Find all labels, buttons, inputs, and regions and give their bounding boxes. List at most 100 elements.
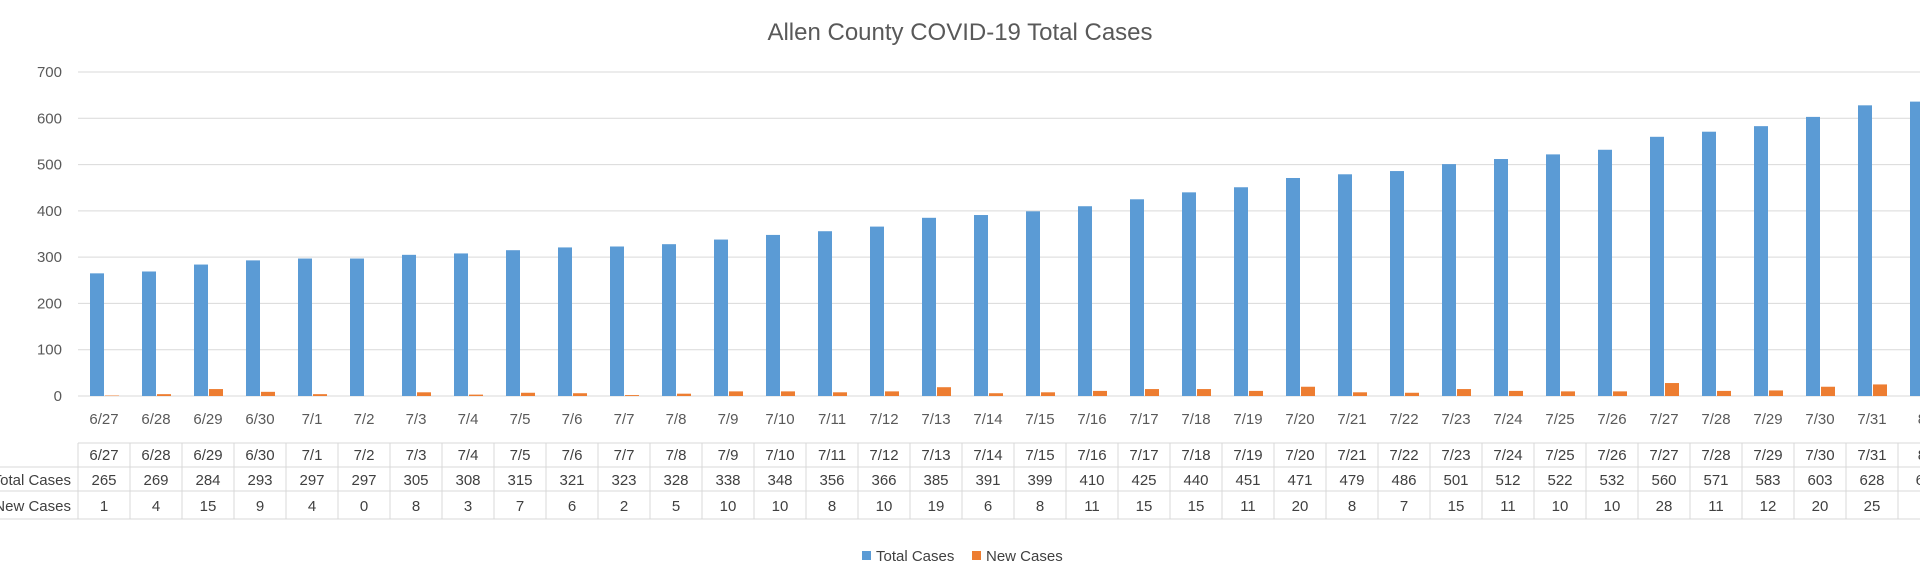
- table-cell-total: 308: [455, 472, 480, 489]
- y-tick-label: 600: [37, 110, 62, 127]
- bar-total-cases: [1286, 177, 1300, 396]
- bar-total-cases: [1078, 206, 1092, 396]
- table-header-cell: 7/6: [562, 447, 583, 464]
- x-tick-label: 7/20: [1285, 411, 1314, 428]
- y-tick-label: 100: [37, 342, 62, 359]
- table-cell-total: 338: [715, 472, 740, 489]
- table-cell-total: 399: [1027, 472, 1052, 489]
- table-cell-new: 11: [1708, 498, 1724, 515]
- bar-new-cases: [677, 393, 691, 396]
- x-tick-label: 7/13: [921, 411, 950, 428]
- x-tick-label: 7/15: [1025, 411, 1054, 428]
- chart-title: Allen County COVID-19 Total Cases: [767, 19, 1152, 46]
- table-cell-new: 15: [200, 498, 217, 515]
- table-header-cell: 7/24: [1493, 447, 1522, 464]
- bar-total-cases: [1754, 126, 1768, 396]
- table-cell-new: 8: [828, 498, 836, 515]
- bar-new-cases: [1873, 384, 1887, 396]
- x-tick-label: 7/19: [1233, 411, 1262, 428]
- x-tick-label: 7/30: [1805, 411, 1834, 428]
- bar-total-cases: [1546, 154, 1560, 396]
- bars: [90, 101, 1920, 397]
- y-tick-label: 300: [37, 249, 62, 266]
- bar-new-cases: [1821, 386, 1835, 396]
- table-cell-new: 3: [464, 498, 472, 515]
- bar-new-cases: [1145, 389, 1159, 396]
- table-header-cell: 7/5: [510, 447, 531, 464]
- table-cell-new: 19: [928, 498, 945, 515]
- table-header-cell: 7/9: [718, 447, 739, 464]
- bar-new-cases: [1561, 391, 1575, 396]
- table-header-cell: 7/25: [1545, 447, 1574, 464]
- x-tick-label: 7/1: [302, 411, 323, 428]
- bar-new-cases: [1769, 390, 1783, 396]
- bar-total-cases: [454, 253, 468, 396]
- table-cell-new: 15: [1188, 498, 1205, 515]
- table-cell-new: 11: [1500, 498, 1516, 515]
- table-header-cell: 7/15: [1025, 447, 1054, 464]
- table-header-cell: 7/28: [1701, 447, 1730, 464]
- bar-new-cases: [833, 392, 847, 396]
- bar-total-cases: [90, 273, 104, 396]
- table-cell-new: 5: [672, 498, 680, 515]
- table-cell-total: 501: [1443, 472, 1468, 489]
- bar-new-cases: [1665, 383, 1679, 396]
- bar-new-cases: [1093, 390, 1107, 396]
- table-cell-total: 315: [507, 472, 532, 489]
- table-cell-new: 6: [568, 498, 576, 515]
- bar-new-cases: [313, 394, 327, 396]
- bar-total-cases: [1598, 149, 1612, 396]
- table-cell-new: 4: [308, 498, 316, 515]
- table-cell-total: 451: [1235, 472, 1260, 489]
- table-cell-total: 532: [1599, 472, 1624, 489]
- bar-total-cases: [194, 264, 208, 396]
- x-tick-label: 6/30: [245, 411, 274, 428]
- table-header-cell: 7/23: [1441, 447, 1470, 464]
- table-cell-new: 11: [1240, 498, 1256, 515]
- table-cell-total: 323: [611, 472, 636, 489]
- table-header-cell: 7/20: [1285, 447, 1314, 464]
- table-header-cell: 7/27: [1649, 447, 1678, 464]
- table-cell-total: 560: [1651, 472, 1676, 489]
- bar-total-cases: [246, 260, 260, 396]
- table-header-cell: 7/8: [666, 447, 687, 464]
- bar-total-cases: [402, 254, 416, 396]
- table-cell-new: 7: [516, 498, 524, 515]
- table-cell-total: 297: [351, 472, 376, 489]
- bar-new-cases: [989, 393, 1003, 396]
- bar-new-cases: [1717, 390, 1731, 396]
- table-cell-total: 328: [663, 472, 688, 489]
- bar-total-cases: [1494, 159, 1508, 396]
- table-header-cell: 7/3: [406, 447, 427, 464]
- bar-total-cases: [974, 215, 988, 396]
- table-cell-new: 7: [1400, 498, 1408, 515]
- bar-total-cases: [818, 231, 832, 396]
- x-tick-label: 7/5: [510, 411, 531, 428]
- x-tick-label: 7/23: [1441, 411, 1470, 428]
- table-cell-total: 265: [91, 472, 116, 489]
- bar-new-cases: [1457, 389, 1471, 396]
- table-cell-new: 8: [1036, 498, 1044, 515]
- bar-total-cases: [1858, 105, 1872, 396]
- bar-total-cases: [1390, 171, 1404, 396]
- x-tick-label: 7/10: [765, 411, 794, 428]
- table-header-cell: 7/2: [354, 447, 375, 464]
- x-tick-label: 7/3: [406, 411, 427, 428]
- y-tick-label: 0: [54, 388, 62, 405]
- x-tick-label: 7/24: [1493, 411, 1522, 428]
- table-cell-total: 63: [1916, 472, 1920, 489]
- table-cell-new: 15: [1136, 498, 1153, 515]
- bar-new-cases: [1509, 390, 1523, 396]
- table-cell-total: 284: [195, 472, 220, 489]
- x-tick-label: 7/26: [1597, 411, 1626, 428]
- bar-new-cases: [469, 394, 483, 396]
- legend-swatch: [972, 551, 981, 560]
- bar-total-cases: [350, 258, 364, 396]
- table-cell-total: 366: [871, 472, 896, 489]
- x-tick-label: 7/12: [869, 411, 898, 428]
- y-axis-ticks: 0 100 200 300 400 500 600 700: [37, 64, 62, 405]
- y-tick-label: 700: [37, 64, 62, 81]
- table-header-cell: 6/27: [89, 447, 118, 464]
- table-cell-new: 8: [1348, 498, 1356, 515]
